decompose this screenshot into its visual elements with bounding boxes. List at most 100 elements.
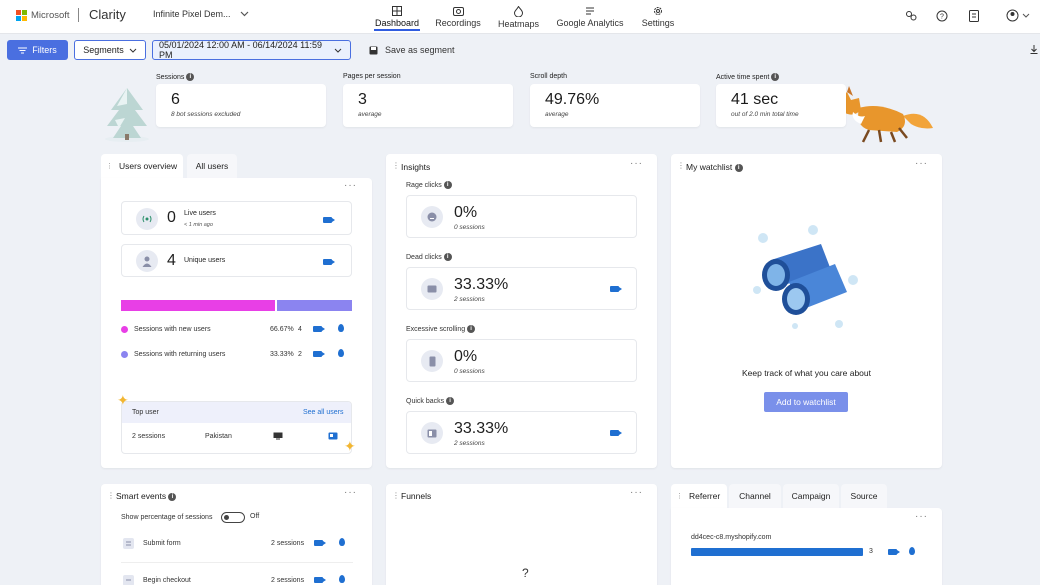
top-user-header <box>122 402 351 423</box>
heatmap-drop-icon[interactable] <box>339 538 345 546</box>
drag-handle-icon[interactable]: ⋮ <box>676 493 683 500</box>
save-segment-label: Save as segment <box>385 45 455 55</box>
excessive-scrolling-label: Excessive scrolling i <box>406 325 476 333</box>
tab-heatmaps[interactable]: Heatmaps <box>497 0 540 34</box>
document-icon[interactable] <box>969 10 979 22</box>
returning-users-count: 2 <box>298 351 302 358</box>
tab-campaign[interactable]: Campaign <box>783 484 839 508</box>
heatmap-drop-icon[interactable] <box>338 349 344 357</box>
more-options-icon[interactable]: ··· <box>344 180 357 191</box>
team-icon[interactable] <box>905 10 917 22</box>
percentage-toggle[interactable] <box>221 512 245 523</box>
tab-referrer[interactable]: ⋮ Referrer <box>671 484 727 508</box>
download-icon[interactable] <box>1030 45 1038 54</box>
filters-label: Filters <box>32 45 57 55</box>
scroll-icon <box>421 350 443 372</box>
more-options-icon[interactable]: ··· <box>915 511 928 522</box>
insights-title: Insights <box>401 162 431 172</box>
dead-clicks-value: 33.33% <box>454 276 509 293</box>
smart-event-sessions: 2 sessions <box>271 540 305 547</box>
more-options-icon[interactable]: ··· <box>630 158 643 169</box>
metric-scroll-sub: average <box>545 111 569 118</box>
campaign-tab-label: Campaign <box>791 491 831 501</box>
referrer-domain[interactable]: dd4cec-c8.myshopify.com <box>691 534 772 541</box>
tab-source[interactable]: Source <box>841 484 887 508</box>
account-menu[interactable] <box>1006 9 1030 22</box>
returning-users-label: Sessions with returning users <box>134 351 226 358</box>
add-to-watchlist-button[interactable]: Add to watchlist <box>764 392 848 412</box>
users-overview-panel: ··· 0 Live users < 1 min ago 4 Unique us… <box>101 178 372 468</box>
quick-backs-label: Quick backs i <box>406 397 455 405</box>
tab-channel[interactable]: Channel <box>729 484 781 508</box>
legend-dot-returning <box>121 351 128 358</box>
recordings-camera-icon[interactable] <box>314 577 326 583</box>
drag-handle-icon[interactable]: ⋮ <box>392 161 400 170</box>
date-range-picker[interactable]: 05/01/2024 12:00 AM - 06/14/2024 11:59 P… <box>152 40 351 60</box>
returning-users-row: Sessions with returning users 33.33% 2 <box>121 349 352 361</box>
segments-dropdown[interactable]: Segments <box>74 40 146 60</box>
tab-all-users[interactable]: All users <box>187 154 237 178</box>
watchlist-message: Keep track of what you care about <box>742 368 871 378</box>
info-icon[interactable]: i <box>443 181 452 189</box>
recordings-camera-icon[interactable] <box>610 286 622 292</box>
save-segment-button[interactable]: Save as segment <box>369 45 455 55</box>
tab-recordings[interactable]: Recordings <box>435 0 481 34</box>
checkout-icon <box>123 575 134 585</box>
smart-events-title: Smart events i <box>116 491 177 501</box>
chevron-down-icon <box>1022 13 1030 18</box>
chevron-down-icon <box>129 48 137 53</box>
filters-button[interactable]: Filters <box>7 40 68 60</box>
info-icon[interactable]: i <box>186 73 195 81</box>
info-icon[interactable]: i <box>168 492 177 501</box>
info-icon[interactable]: i <box>446 397 455 405</box>
heatmap-drop-icon[interactable] <box>338 324 344 332</box>
recordings-camera-icon[interactable] <box>610 430 622 436</box>
smart-event-sessions: 2 sessions <box>271 577 305 584</box>
referrer-bar-fill <box>691 548 863 556</box>
metric-scroll-card: 49.76% average <box>530 84 700 127</box>
google-analytics-icon <box>586 7 594 15</box>
account-icon <box>1006 9 1019 22</box>
recordings-camera-icon[interactable] <box>313 351 325 357</box>
drag-handle-icon[interactable]: ⋮ <box>107 491 115 500</box>
drag-handle-icon[interactable]: ⋮ <box>677 161 685 170</box>
tab-dashboard[interactable]: Dashboard <box>374 0 420 34</box>
project-selector[interactable]: Infinite Pixel Dem... <box>153 9 249 19</box>
see-all-users-link[interactable]: See all users <box>303 409 344 416</box>
new-users-count: 4 <box>298 326 302 333</box>
more-options-icon[interactable]: ··· <box>630 487 643 498</box>
id-card-icon[interactable] <box>328 432 338 440</box>
form-icon <box>123 538 134 549</box>
rage-clicks-sub: 0 sessions <box>454 224 485 231</box>
rage-clicks-value: 0% <box>454 204 478 221</box>
info-icon[interactable]: i <box>443 253 452 261</box>
dashboard-icon <box>392 6 402 16</box>
info-icon[interactable]: i <box>734 163 743 172</box>
recordings-camera-icon[interactable] <box>323 217 335 223</box>
info-icon[interactable]: i <box>771 73 780 81</box>
recordings-camera-icon[interactable] <box>323 259 335 265</box>
info-icon[interactable]: i <box>467 325 476 333</box>
product-name[interactable]: Clarity <box>89 7 126 22</box>
more-options-icon[interactable]: ··· <box>344 487 357 498</box>
help-icon[interactable]: ? <box>936 10 948 22</box>
tab-users-overview[interactable]: ⋮ Users overview <box>101 154 183 178</box>
brand-name: Microsoft <box>31 10 70 21</box>
recordings-camera-icon[interactable] <box>314 540 326 546</box>
smart-event-row[interactable]: Begin checkout 2 sessions <box>121 574 353 585</box>
tab-google-analytics[interactable]: Google Analytics <box>556 0 624 34</box>
metric-pages-value: 3 <box>358 91 367 108</box>
recordings-camera-icon[interactable] <box>888 549 900 555</box>
rage-clicks-card: 0% 0 sessions <box>406 195 637 238</box>
smart-event-row[interactable]: Submit form 2 sessions <box>121 537 353 551</box>
top-user-sessions: 2 sessions <box>132 433 166 440</box>
toggle-label: Show percentage of sessions <box>121 514 213 521</box>
save-icon <box>369 46 378 54</box>
more-options-icon[interactable]: ··· <box>915 158 928 169</box>
drag-handle-icon[interactable]: ⋮ <box>106 163 113 170</box>
drag-handle-icon[interactable]: ⋮ <box>392 491 400 500</box>
heatmap-drop-icon[interactable] <box>909 547 915 555</box>
heatmap-drop-icon[interactable] <box>339 575 345 583</box>
tab-settings[interactable]: Settings <box>640 0 676 34</box>
recordings-camera-icon[interactable] <box>313 326 325 332</box>
